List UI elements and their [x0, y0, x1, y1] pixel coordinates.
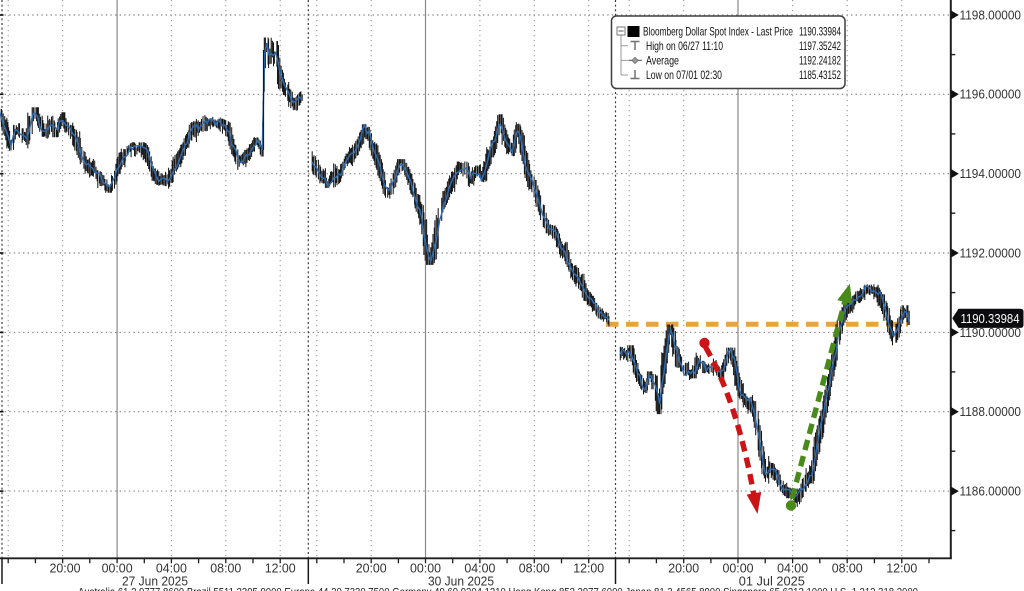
svg-text:04:00: 04:00 [464, 561, 495, 576]
svg-text:Low on 07/01 02:30: Low on 07/01 02:30 [646, 69, 722, 82]
svg-text:08:00: 08:00 [210, 561, 241, 576]
svg-text:1185.43152: 1185.43152 [799, 69, 841, 82]
svg-text:1192.00000: 1192.00000 [960, 245, 1022, 260]
svg-text:04:00: 04:00 [777, 561, 808, 576]
svg-text:20:00: 20:00 [668, 561, 699, 576]
svg-text:04:00: 04:00 [156, 561, 187, 576]
svg-text:1188.00000: 1188.00000 [960, 404, 1022, 419]
svg-text:Average: Average [646, 55, 679, 68]
svg-text:12:00: 12:00 [886, 561, 917, 576]
svg-text:08:00: 08:00 [519, 561, 550, 576]
svg-text:20:00: 20:00 [50, 561, 81, 576]
svg-text:01 Jul 2025: 01 Jul 2025 [739, 574, 805, 589]
svg-text:1197.35242: 1197.35242 [799, 40, 841, 53]
svg-text:1198.00000: 1198.00000 [960, 7, 1022, 22]
svg-text:1186.00000: 1186.00000 [960, 484, 1022, 499]
svg-text:1194.00000: 1194.00000 [960, 166, 1022, 181]
svg-text:1192.24182: 1192.24182 [799, 55, 841, 68]
svg-text:High on 06/27 11:10: High on 06/27 11:10 [646, 40, 723, 53]
svg-text:Bloomberg Dollar Spot Index -: Bloomberg Dollar Spot Index - Last Price [643, 25, 793, 38]
svg-text:00:00: 00:00 [723, 561, 754, 576]
svg-text:12:00: 12:00 [265, 561, 296, 576]
svg-text:08:00: 08:00 [832, 561, 863, 576]
svg-text:1190.33984: 1190.33984 [799, 25, 841, 38]
svg-text:00:00: 00:00 [410, 561, 441, 576]
svg-text:27 Jun 2025: 27 Jun 2025 [122, 574, 188, 589]
svg-text:00:00: 00:00 [102, 561, 133, 576]
svg-text:20:00: 20:00 [356, 561, 387, 576]
svg-text:1190.33984: 1190.33984 [961, 312, 1020, 326]
svg-text:1190.00000: 1190.00000 [960, 325, 1022, 340]
svg-text:12:00: 12:00 [573, 561, 604, 576]
svg-text:1196.00000: 1196.00000 [960, 87, 1022, 102]
svg-text:Australia 61 2 9777 8600 Brazi: Australia 61 2 9777 8600 Brazil 5511 239… [78, 586, 918, 591]
svg-text:30 Jun 2025: 30 Jun 2025 [428, 574, 494, 589]
